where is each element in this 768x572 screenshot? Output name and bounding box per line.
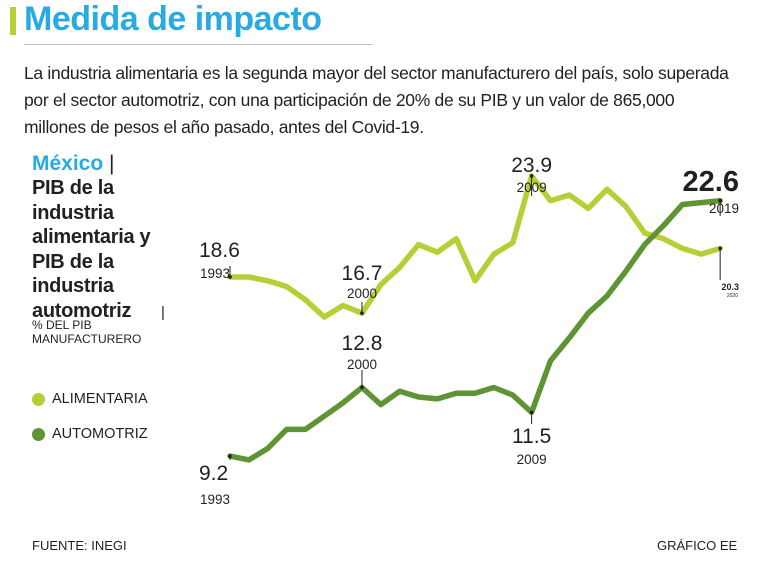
title-accent-bar xyxy=(10,7,16,35)
page-title: Medida de impacto xyxy=(24,0,322,38)
point-alimentaria-end xyxy=(718,246,722,251)
separator: | xyxy=(109,152,115,175)
title-divider xyxy=(24,44,372,45)
series-line-automotriz xyxy=(227,197,723,463)
point-automotriz-2009 xyxy=(529,410,534,415)
point-automotriz-2000 xyxy=(360,385,364,390)
year-label-automotriz-2000: 2000 xyxy=(347,357,377,372)
point-alimentaria-2000 xyxy=(360,311,364,315)
data-label-alimentaria-2000: 16.7 xyxy=(342,262,383,285)
legend-label-automotriz: AUTOMOTRIZ xyxy=(52,426,148,442)
data-label-automotriz-2000: 12.8 xyxy=(342,332,383,355)
year-label-automotriz-1993: 1993 xyxy=(200,492,230,507)
country-name: México xyxy=(32,152,104,175)
year-label-alimentaria-1993: 1993 xyxy=(200,266,230,281)
chart-unit-label: % DEL PIB MANUFACTURERO xyxy=(32,318,142,346)
year-label-alimentaria-2000: 2000 xyxy=(347,286,377,301)
data-label-alimentaria-2009: 23.9 xyxy=(511,154,552,177)
legend-label-alimentaria: ALIMENTARIA xyxy=(52,391,148,407)
data-label-automotriz-2009: 11.5 xyxy=(512,425,551,448)
point-automotriz-2019 xyxy=(718,198,722,203)
year-label-automotriz-2009: 2009 xyxy=(517,452,547,467)
legend-item-automotriz: AUTOMOTRIZ xyxy=(32,426,148,442)
graphic-credit: GRÁFICO EE xyxy=(657,538,738,553)
data-label-alimentaria-1993: 18.6 xyxy=(199,239,240,262)
title-separator: | xyxy=(161,304,165,321)
year-label-alimentaria-2020: 2020 xyxy=(727,293,738,299)
point-alimentaria-1993 xyxy=(228,275,232,279)
intro-paragraph: La industria alimentaria es la segunda m… xyxy=(24,63,729,137)
data-label-alimentaria-2020: 20.3 xyxy=(721,282,739,292)
data-label-automotriz-1993: 9.2 xyxy=(199,462,228,485)
legend-item-alimentaria: ALIMENTARIA xyxy=(32,391,148,407)
chart-title: PIB de la industria alimentaria y PIB de… xyxy=(32,177,151,322)
data-label-automotriz-2019: 22.6 xyxy=(683,166,739,198)
chart-country-label: México | xyxy=(32,152,115,176)
legend-swatch-automotriz xyxy=(32,427,45,441)
point-alimentaria-2009 xyxy=(529,174,534,178)
legend-swatch-alimentaria xyxy=(32,392,45,406)
source-note: FUENTE: INEGI xyxy=(32,538,127,553)
year-label-automotriz-2019: 2019 xyxy=(709,201,739,216)
year-label-alimentaria-2009: 2009 xyxy=(517,180,547,195)
series-line-alimentaria xyxy=(227,173,723,320)
point-automotriz-1993 xyxy=(228,454,232,458)
